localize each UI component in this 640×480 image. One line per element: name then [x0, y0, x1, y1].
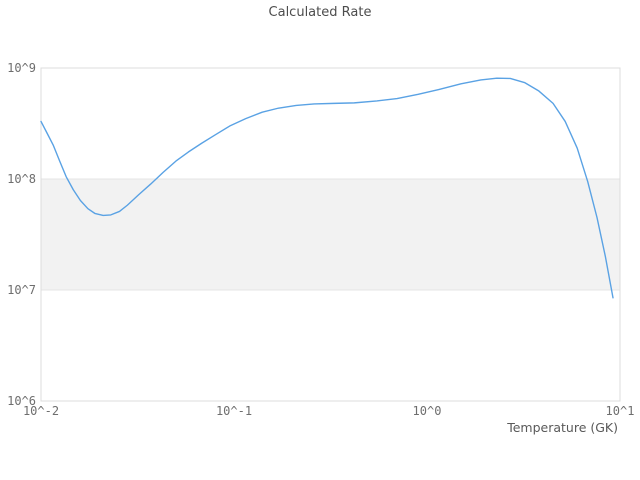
x-tick-label: 10^0 — [413, 404, 442, 418]
decade-shading-band — [41, 179, 620, 290]
y-tick-label: 10^7 — [7, 283, 36, 297]
x-tick-label: 10^-1 — [216, 404, 252, 418]
x-tick-label: 10^-2 — [23, 404, 59, 418]
y-tick-label: 10^6 — [7, 394, 36, 408]
x-axis-tick-labels: 10^-2 10^-1 10^0 10^1 — [23, 404, 635, 418]
rate-curve-line — [40, 77, 614, 299]
y-tick-label: 10^8 — [7, 172, 36, 186]
chart-title: Calculated Rate — [269, 5, 372, 20]
x-axis-title: Temperature (GK) — [506, 420, 618, 435]
y-tick-label: 10^9 — [7, 61, 36, 75]
plot-border — [40, 67, 621, 402]
y-axis-tick-labels: 10^6 10^7 10^8 10^9 — [7, 61, 36, 408]
gridlines — [41, 178, 620, 291]
x-tick-label: 10^1 — [606, 404, 635, 418]
